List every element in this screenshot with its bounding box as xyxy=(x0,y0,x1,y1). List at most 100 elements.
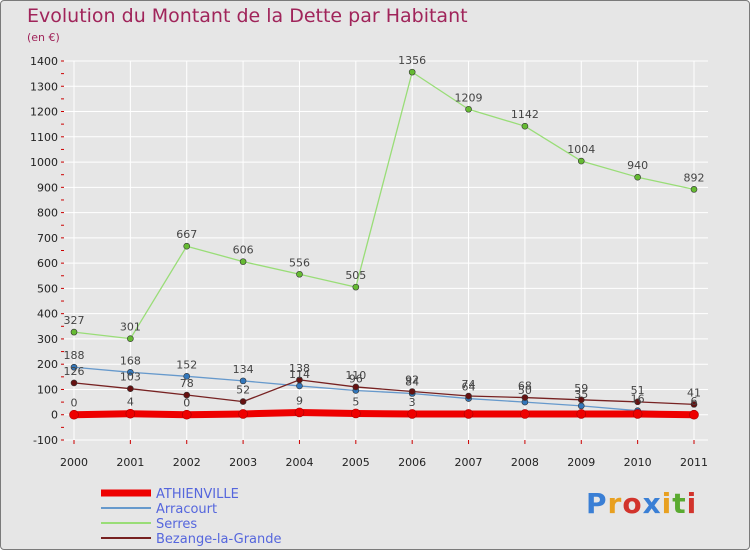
y-tick-label: 1000 xyxy=(30,156,58,169)
data-point xyxy=(408,388,416,395)
data-label: 667 xyxy=(176,228,197,241)
data-label: 0 xyxy=(71,397,78,410)
data-point xyxy=(690,186,698,193)
legend-entry: Bezange-la-Grande xyxy=(156,532,282,547)
logo-letter: t xyxy=(672,487,687,520)
data-label: 5 xyxy=(352,395,359,408)
data-point xyxy=(183,391,191,399)
data-label: 327 xyxy=(64,314,85,327)
data-point xyxy=(296,376,303,384)
data-point xyxy=(634,173,641,181)
data-label: 35 xyxy=(574,388,588,401)
data-point xyxy=(239,258,247,265)
axes: -100010020030040050060070080090010001100… xyxy=(30,55,708,469)
x-tick-label: 2001 xyxy=(116,456,144,469)
legend-entry: ATHIENVILLE xyxy=(156,487,239,502)
data-label: 78 xyxy=(180,377,194,390)
data-label: 96 xyxy=(349,372,363,385)
series-line xyxy=(70,408,698,419)
data-label: 41 xyxy=(687,386,701,399)
data-point xyxy=(296,382,303,390)
data-point xyxy=(521,394,529,401)
data-label: 505 xyxy=(345,269,366,282)
data-point xyxy=(465,392,472,400)
y-tick-label: 300 xyxy=(37,333,58,346)
logo-letter: i xyxy=(686,487,698,520)
data-label: 1142 xyxy=(511,108,539,121)
data-label: 0 xyxy=(183,397,190,410)
data-label: 92 xyxy=(405,373,419,386)
data-label: 51 xyxy=(631,384,645,397)
data-label: 126 xyxy=(64,365,85,378)
data-point xyxy=(238,409,248,419)
y-tick-label: 1200 xyxy=(30,106,58,119)
data-label: 84 xyxy=(405,376,419,389)
data-point xyxy=(690,401,698,408)
legend: ATHIENVILLEArracourtSerresBezange-la-Gra… xyxy=(101,487,282,547)
data-point xyxy=(183,373,191,380)
data-point xyxy=(70,379,78,387)
x-tick-label: 2000 xyxy=(60,456,88,469)
data-label: 9 xyxy=(296,394,303,407)
x-tick-label: 2006 xyxy=(398,456,426,469)
data-point xyxy=(127,335,134,342)
data-point xyxy=(463,409,474,419)
series-line xyxy=(73,379,695,406)
y-tick-label: 1100 xyxy=(30,131,58,144)
data-label: 52 xyxy=(236,384,250,397)
data-point xyxy=(576,409,587,419)
x-tick-label: 2009 xyxy=(567,456,595,469)
legend-entry: Serres xyxy=(156,517,197,532)
data-label: 152 xyxy=(176,358,197,371)
series-line xyxy=(73,366,695,414)
data-label: 59 xyxy=(574,382,588,395)
data-point xyxy=(294,407,305,418)
data-point xyxy=(183,242,191,250)
data-label: 606 xyxy=(233,244,254,257)
y-tick-label: 800 xyxy=(37,207,58,220)
data-label: 1004 xyxy=(567,143,595,156)
data-label: 940 xyxy=(627,159,648,172)
x-tick-label: 2008 xyxy=(511,456,539,469)
x-tick-label: 2003 xyxy=(229,456,257,469)
data-point xyxy=(577,396,585,404)
data-point xyxy=(69,409,79,420)
data-label: 556 xyxy=(289,256,310,269)
data-label: 892 xyxy=(684,171,705,184)
x-tick-label: 2002 xyxy=(173,456,201,469)
data-point xyxy=(634,398,641,406)
data-label: 50 xyxy=(518,384,532,397)
y-tick-label: 1300 xyxy=(30,80,58,93)
chart-subtitle: (en €) xyxy=(27,31,60,44)
data-label: 6 xyxy=(691,395,698,408)
data-label: 3 xyxy=(409,396,416,409)
data-label: 114 xyxy=(289,368,310,381)
x-tick-label: 2010 xyxy=(624,456,652,469)
y-tick-label: 600 xyxy=(37,257,58,270)
data-label: 103 xyxy=(120,371,141,384)
data-point xyxy=(408,68,416,76)
series-line xyxy=(73,71,695,340)
y-tick-label: 500 xyxy=(37,282,58,295)
data-label: 16 xyxy=(631,393,645,406)
data-labels: 3273016676065565051356120911421004940892… xyxy=(64,54,705,410)
data-point xyxy=(239,377,247,385)
legend-entry: Arracourt xyxy=(156,502,217,517)
y-tick-label: 1400 xyxy=(30,55,58,68)
logo-letter: i xyxy=(661,487,673,520)
x-tick-label: 2004 xyxy=(285,456,313,469)
data-point xyxy=(352,383,360,391)
data-label: 1209 xyxy=(455,91,483,104)
data-point xyxy=(407,409,417,419)
data-point xyxy=(239,398,247,405)
data-label: 168 xyxy=(120,354,141,367)
y-tick-label: 0 xyxy=(51,409,58,422)
data-point xyxy=(632,409,643,419)
series-layer xyxy=(69,68,699,420)
y-tick-label: 400 xyxy=(37,308,58,321)
data-point xyxy=(352,283,360,291)
data-label: 138 xyxy=(289,362,310,375)
data-point xyxy=(125,408,136,419)
